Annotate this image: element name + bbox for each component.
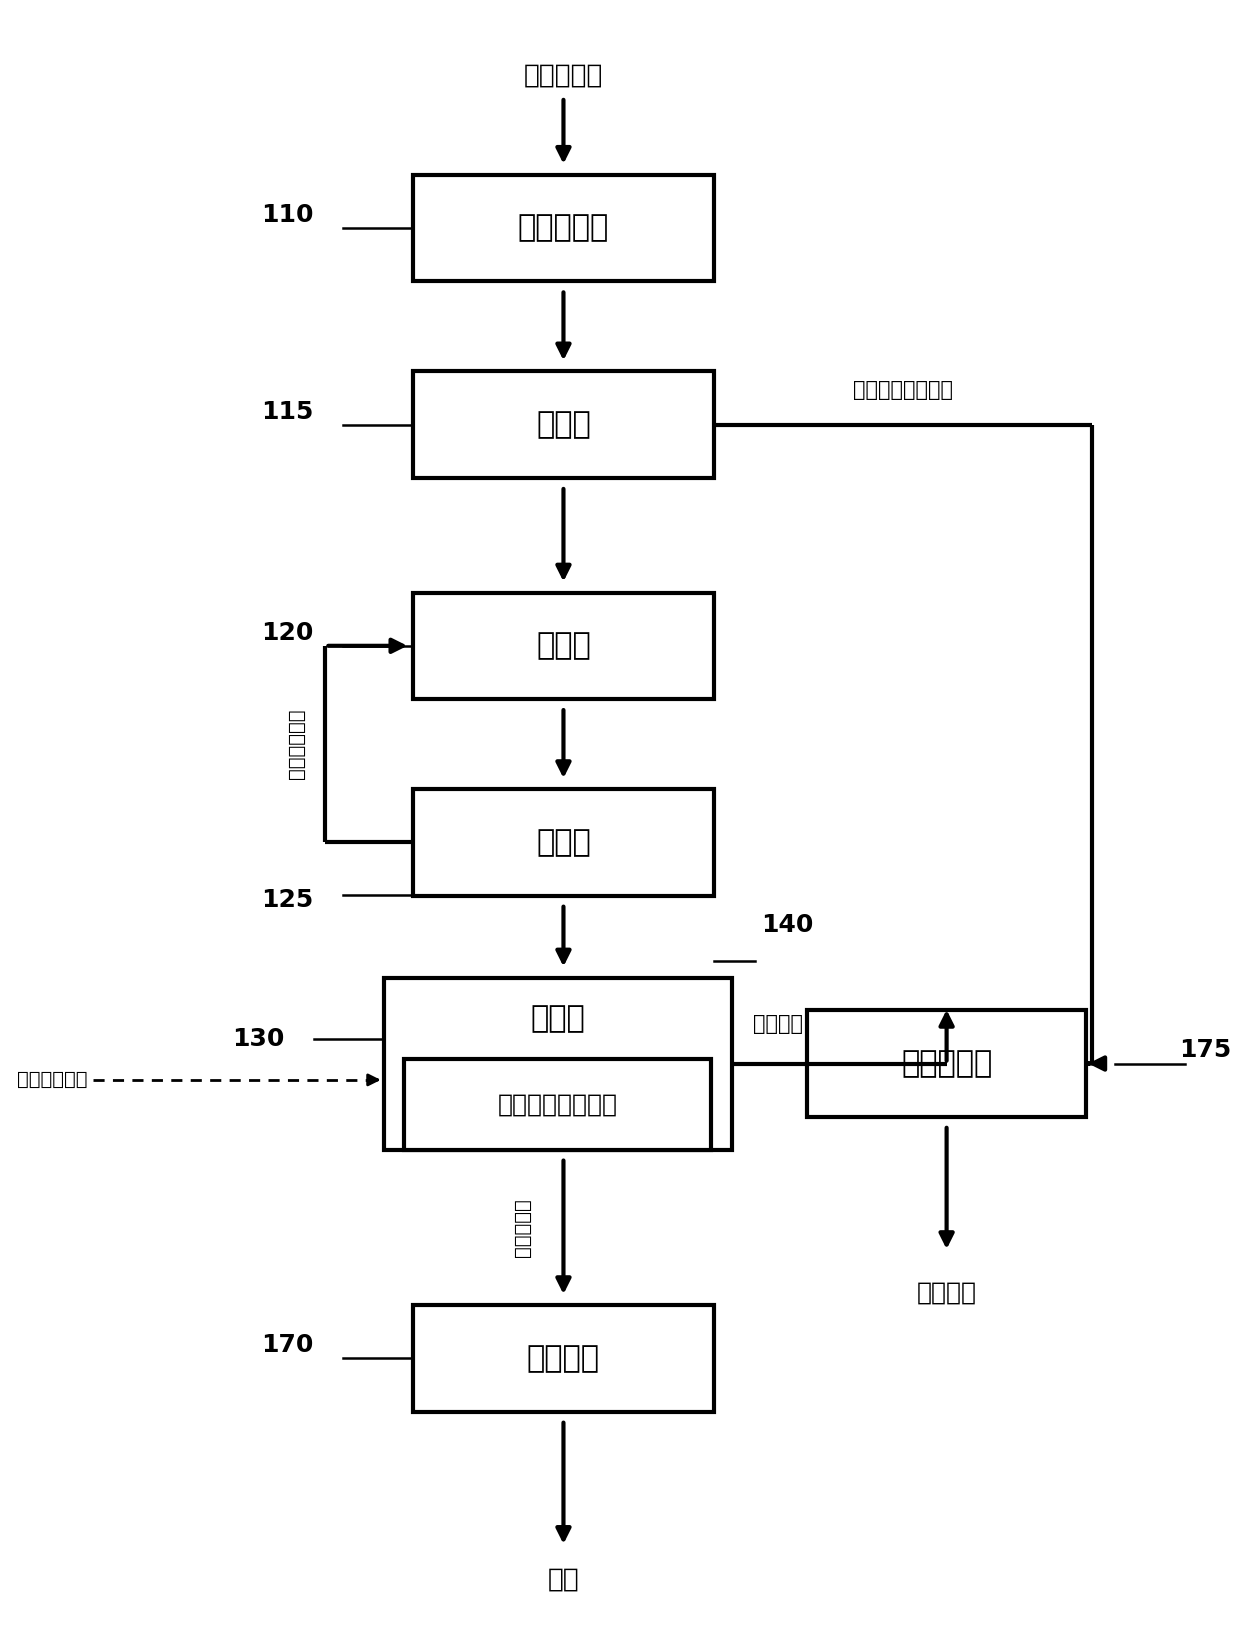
Bar [404, 1059, 712, 1150]
Text: 污泥浓缩槽: 污泥浓缩槽 [901, 1049, 992, 1079]
Text: 130: 130 [232, 1028, 285, 1051]
Text: （压缩空气）: （压缩空气） [17, 1070, 88, 1089]
Text: （污泥外部返送）: （污泥外部返送） [853, 380, 954, 400]
Text: 曝气槽: 曝气槽 [536, 828, 590, 857]
Bar [413, 175, 714, 281]
Bar [383, 978, 732, 1150]
Text: 处理水槽: 处理水槽 [527, 1343, 600, 1373]
Text: 115: 115 [262, 400, 314, 423]
Text: （内部返送）: （内部返送） [286, 709, 306, 780]
Bar [413, 790, 714, 895]
Text: 污废水流入: 污废水流入 [523, 63, 603, 89]
Bar [413, 593, 714, 699]
Text: （処過水）: （処過水） [513, 1198, 532, 1257]
Text: （污泥）: （污泥） [753, 1014, 802, 1034]
Bar [413, 1305, 714, 1411]
Text: 120: 120 [262, 621, 314, 644]
Text: 140: 140 [761, 912, 813, 937]
Bar [413, 372, 714, 477]
Text: 流量调整槽: 流量调整槽 [518, 213, 609, 243]
Text: 污泥处理: 污泥处理 [916, 1280, 977, 1305]
Text: 175: 175 [1179, 1039, 1231, 1062]
Text: 过滤槽: 过滤槽 [531, 1004, 585, 1032]
Text: 排放: 排放 [548, 1566, 579, 1593]
Text: 厌气槽: 厌气槽 [536, 410, 590, 439]
Text: 110: 110 [262, 203, 314, 226]
Text: 170: 170 [262, 1333, 314, 1358]
Text: 125: 125 [262, 887, 314, 912]
Bar [807, 1011, 1086, 1117]
Text: 漂浮式过滤器模块: 漂浮式过滤器模块 [497, 1092, 618, 1117]
Text: 无氧槽: 无氧槽 [536, 631, 590, 661]
